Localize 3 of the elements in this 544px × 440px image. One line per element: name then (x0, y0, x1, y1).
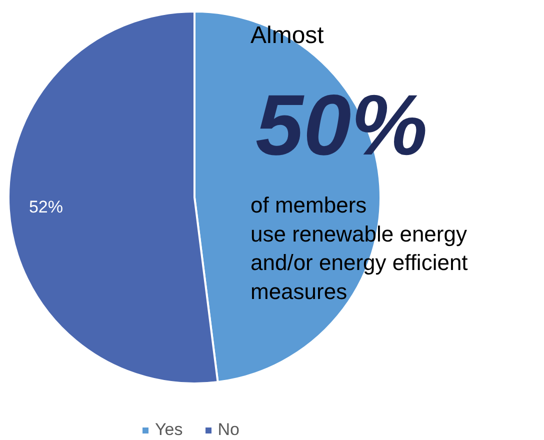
legend-label: No (218, 420, 240, 440)
data-label: 52% (28, 197, 64, 216)
legend-label: Yes (155, 420, 183, 440)
